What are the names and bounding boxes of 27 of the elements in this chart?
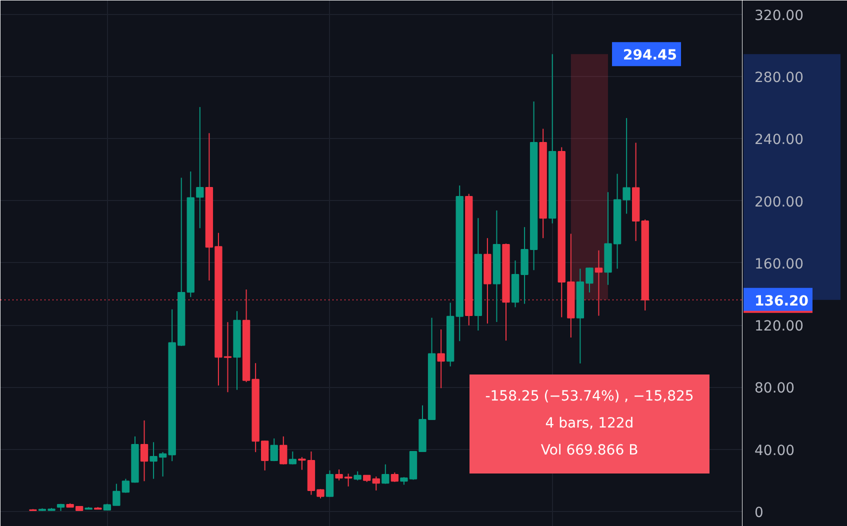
candlestick [354,470,362,481]
y-tick-label: 280.00 [754,70,804,86]
y-tick-label: 80.00 [754,380,795,397]
y-tick-label: 320.00 [754,8,804,24]
candlestick [298,456,306,470]
annotation: -158.25 (−53.74%) , −15,825 [485,388,694,404]
y-tick-label: 40.00 [754,442,795,459]
candlestick [280,436,288,465]
ref-line-label: 136.20 [754,293,809,310]
candlestick [437,328,445,389]
candlestick [390,472,399,482]
y-tick-label: 240.00 [754,132,804,148]
y-tick-label: 160.00 [754,256,804,272]
candlestick [196,106,204,229]
candlestick [372,476,380,491]
y-tick-label: 120.00 [754,318,804,335]
candlestick [140,420,148,482]
candlestick [261,440,269,471]
annotation: 4 bars, 122d [545,416,634,432]
candlestick [382,464,390,484]
annotation: Vol 669.866 B [540,442,638,458]
band-label: 294.45 [623,48,678,64]
y-tick-label: 200.00 [754,194,804,210]
y-tick-label: 0 [754,504,764,521]
candlestick [326,470,334,498]
candlestick [288,450,296,465]
candlestick [270,438,278,462]
